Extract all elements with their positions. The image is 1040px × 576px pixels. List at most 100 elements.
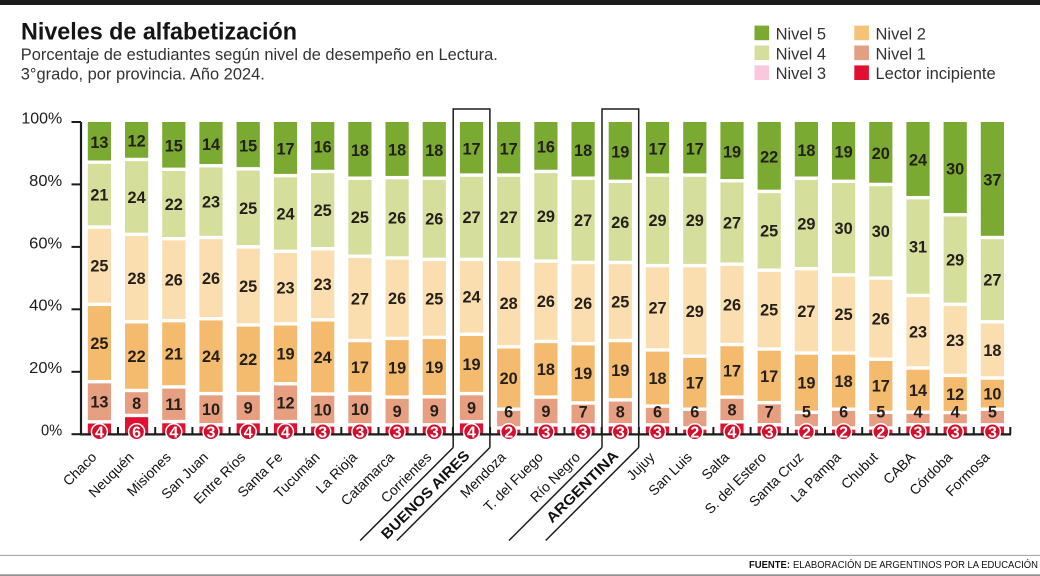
svg-text:10: 10 (983, 386, 1001, 404)
svg-text:31: 31 (909, 239, 927, 257)
svg-text:29: 29 (686, 212, 704, 230)
svg-text:23: 23 (909, 324, 927, 342)
svg-text:24: 24 (462, 289, 480, 307)
svg-text:10: 10 (202, 401, 220, 419)
svg-text:10: 10 (314, 401, 332, 419)
svg-text:27: 27 (500, 209, 518, 227)
svg-text:3: 3 (393, 425, 402, 442)
svg-text:FUENTE:: FUENTE: (749, 559, 790, 571)
svg-text:15: 15 (239, 137, 257, 155)
svg-text:30: 30 (872, 223, 890, 241)
svg-text:8: 8 (616, 403, 625, 421)
svg-text:2: 2 (504, 425, 513, 442)
svg-text:6: 6 (653, 403, 662, 421)
svg-text:7: 7 (579, 403, 588, 421)
svg-text:4: 4 (281, 425, 290, 442)
svg-text:11: 11 (165, 396, 182, 414)
svg-text:7: 7 (765, 403, 774, 421)
svg-text:22: 22 (760, 149, 778, 167)
svg-text:26: 26 (165, 272, 183, 290)
svg-text:26: 26 (611, 214, 629, 232)
svg-text:25: 25 (611, 293, 629, 311)
svg-text:6: 6 (690, 403, 699, 421)
svg-text:9: 9 (244, 400, 253, 418)
svg-text:16: 16 (314, 139, 332, 157)
svg-text:3: 3 (951, 425, 960, 442)
svg-text:28: 28 (128, 270, 146, 288)
svg-text:26: 26 (872, 311, 890, 329)
svg-text:18: 18 (388, 142, 406, 160)
svg-text:5: 5 (876, 403, 885, 421)
svg-text:100%: 100% (21, 110, 62, 127)
svg-text:17: 17 (462, 140, 480, 158)
svg-text:2: 2 (690, 425, 699, 442)
svg-text:4: 4 (244, 425, 253, 442)
svg-text:3: 3 (207, 425, 216, 442)
svg-text:27: 27 (648, 300, 666, 318)
svg-text:27: 27 (797, 303, 815, 321)
svg-text:14: 14 (202, 136, 220, 154)
svg-text:3°grado, por provincia. Año 20: 3°grado, por provincia. Año 2024. (21, 66, 265, 84)
svg-text:12: 12 (946, 386, 964, 404)
svg-text:17: 17 (686, 140, 704, 158)
svg-text:3: 3 (914, 425, 923, 442)
svg-text:3: 3 (355, 425, 364, 442)
svg-text:19: 19 (276, 346, 294, 364)
svg-text:21: 21 (90, 187, 108, 205)
svg-text:17: 17 (648, 140, 666, 158)
svg-text:27: 27 (723, 214, 741, 232)
svg-text:27: 27 (983, 272, 1001, 290)
svg-text:25: 25 (239, 278, 257, 296)
svg-text:17: 17 (760, 368, 778, 386)
svg-text:29: 29 (797, 215, 815, 233)
svg-text:3: 3 (579, 425, 588, 442)
svg-text:23: 23 (946, 332, 964, 350)
svg-text:3: 3 (541, 425, 550, 442)
svg-text:Nivel 3: Nivel 3 (776, 65, 826, 83)
svg-text:3: 3 (765, 425, 774, 442)
svg-text:40%: 40% (29, 298, 62, 315)
svg-text:18: 18 (574, 142, 592, 160)
svg-text:9: 9 (430, 403, 439, 421)
svg-text:3: 3 (430, 425, 439, 442)
svg-text:22: 22 (165, 196, 183, 214)
svg-text:12: 12 (128, 133, 146, 151)
svg-text:26: 26 (723, 296, 741, 314)
svg-text:25: 25 (760, 223, 778, 241)
svg-text:17: 17 (872, 378, 890, 396)
svg-text:2: 2 (876, 425, 885, 442)
svg-text:ELABORACIÓN DE ARGENTINOS POR: ELABORACIÓN DE ARGENTINOS POR LA EDUCACI… (793, 558, 1038, 571)
svg-text:19: 19 (611, 144, 629, 162)
svg-text:24: 24 (276, 205, 294, 223)
svg-text:3: 3 (988, 425, 997, 442)
svg-text:17: 17 (723, 363, 741, 381)
svg-text:28: 28 (500, 295, 518, 313)
svg-text:23: 23 (202, 194, 220, 212)
svg-text:19: 19 (462, 356, 480, 374)
svg-text:26: 26 (425, 211, 443, 229)
svg-text:Nivel 4: Nivel 4 (776, 45, 826, 63)
svg-text:24: 24 (909, 152, 927, 170)
svg-text:2: 2 (839, 425, 848, 442)
svg-text:30: 30 (835, 220, 853, 238)
svg-text:13: 13 (90, 394, 108, 412)
svg-text:25: 25 (351, 209, 369, 227)
svg-text:Nivel 2: Nivel 2 (876, 25, 926, 43)
svg-text:37: 37 (983, 172, 1001, 190)
svg-text:26: 26 (388, 210, 406, 228)
svg-text:26: 26 (574, 295, 592, 313)
svg-text:17: 17 (351, 359, 369, 377)
svg-text:12: 12 (276, 395, 294, 413)
svg-text:3: 3 (616, 425, 625, 442)
svg-text:4: 4 (95, 425, 104, 442)
svg-text:18: 18 (351, 142, 369, 160)
svg-text:27: 27 (351, 290, 369, 308)
svg-text:3: 3 (653, 425, 662, 442)
svg-text:19: 19 (835, 144, 853, 162)
svg-text:18: 18 (983, 342, 1001, 360)
svg-text:19: 19 (723, 143, 741, 161)
svg-text:29: 29 (686, 303, 704, 321)
svg-text:19: 19 (574, 365, 592, 383)
svg-text:18: 18 (835, 373, 853, 391)
svg-text:5: 5 (988, 403, 997, 421)
